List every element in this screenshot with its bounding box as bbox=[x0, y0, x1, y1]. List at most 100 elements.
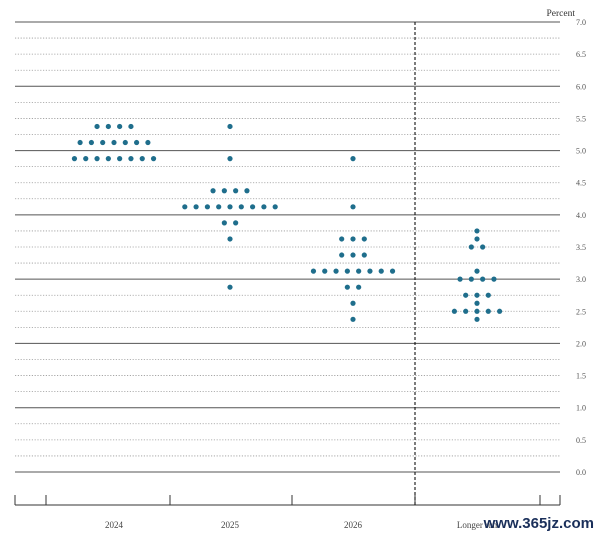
data-dot bbox=[111, 139, 117, 146]
data-dot bbox=[193, 204, 199, 210]
y-tick-label: 3.5 bbox=[576, 243, 586, 252]
data-dot bbox=[350, 316, 356, 322]
y-tick-label: 0.5 bbox=[576, 436, 586, 445]
y-tick-label: 5.0 bbox=[576, 147, 586, 156]
data-dot bbox=[389, 268, 396, 274]
data-dot bbox=[497, 308, 503, 314]
data-dot bbox=[350, 300, 356, 306]
data-dot bbox=[350, 156, 356, 162]
y-tick-label: 5.5 bbox=[576, 114, 586, 123]
data-dot bbox=[457, 276, 463, 282]
data-dot bbox=[139, 156, 145, 162]
data-dot bbox=[485, 308, 491, 314]
y-tick-label: 1.0 bbox=[576, 404, 586, 413]
data-dot bbox=[322, 268, 328, 274]
data-dot bbox=[145, 139, 151, 146]
data-dot bbox=[474, 308, 480, 314]
data-dot bbox=[216, 204, 222, 210]
data-dot bbox=[227, 284, 233, 290]
y-tick-label: 2.5 bbox=[576, 307, 586, 316]
data-dot bbox=[344, 284, 350, 290]
data-dot bbox=[100, 139, 106, 146]
data-dot bbox=[182, 204, 188, 210]
data-dot bbox=[480, 276, 486, 282]
data-dot bbox=[367, 268, 373, 274]
y-tick-label: 2.0 bbox=[576, 339, 586, 348]
data-dot bbox=[356, 284, 362, 290]
data-dot bbox=[468, 276, 474, 282]
x-category-label: 2024 bbox=[105, 520, 124, 530]
data-dot bbox=[250, 204, 256, 210]
data-dot bbox=[378, 268, 384, 274]
data-dot bbox=[105, 156, 111, 162]
data-dot bbox=[339, 252, 345, 258]
y-tick-label: 6.5 bbox=[576, 50, 586, 59]
data-dot bbox=[350, 236, 356, 242]
y-tick-label: 4.5 bbox=[576, 179, 586, 188]
data-dot bbox=[105, 123, 111, 130]
data-dot bbox=[333, 268, 339, 274]
data-dot bbox=[451, 308, 457, 314]
data-dot bbox=[204, 204, 210, 210]
data-dot bbox=[210, 188, 216, 194]
data-dot bbox=[310, 268, 317, 274]
x-category-label: Longer run bbox=[457, 520, 498, 530]
gridlines bbox=[15, 21, 560, 473]
data-dot bbox=[474, 228, 480, 234]
data-dot bbox=[361, 252, 367, 258]
data-dot bbox=[233, 220, 239, 226]
x-category-label: 2025 bbox=[221, 520, 240, 530]
data-dot bbox=[71, 156, 78, 162]
data-dot bbox=[350, 252, 356, 258]
data-dot bbox=[221, 188, 227, 194]
data-dot bbox=[83, 156, 89, 162]
data-dot bbox=[339, 236, 345, 242]
y-tick-label: 0.0 bbox=[576, 468, 586, 477]
data-dot bbox=[244, 188, 250, 194]
dots bbox=[71, 123, 503, 322]
y-tick-label: 6.0 bbox=[576, 82, 586, 91]
data-dot bbox=[94, 123, 100, 130]
unit-label: Percent bbox=[547, 9, 576, 19]
data-dot bbox=[238, 204, 244, 210]
y-tick-label: 1.5 bbox=[576, 372, 586, 381]
data-dot bbox=[463, 292, 469, 298]
axes: 0.0 0.5 1.0 1.5 2.0 2.5 3.0 3.5 4.0 4.5 5.0 5.5 6.0 6… bbox=[14, 18, 586, 530]
y-tick-label: 3.0 bbox=[576, 275, 586, 284]
data-dot bbox=[128, 156, 134, 162]
watermark-text: www.365jz.com bbox=[483, 515, 594, 532]
data-dot bbox=[227, 123, 233, 130]
data-dot bbox=[261, 204, 267, 210]
data-dot bbox=[361, 236, 367, 242]
data-dot bbox=[468, 244, 474, 250]
data-dot bbox=[117, 156, 123, 162]
data-dot bbox=[122, 139, 128, 146]
data-dot bbox=[88, 139, 94, 146]
y-tick-label: 4.0 bbox=[576, 211, 586, 220]
data-dot bbox=[221, 220, 227, 226]
data-dot bbox=[344, 268, 350, 274]
data-dot bbox=[227, 236, 233, 242]
data-dot bbox=[474, 300, 480, 306]
data-dot bbox=[474, 236, 480, 242]
data-dot bbox=[474, 316, 480, 322]
data-dot bbox=[128, 123, 134, 130]
data-dot bbox=[272, 204, 278, 210]
data-dot bbox=[77, 139, 83, 146]
x-category-label: 2026 bbox=[344, 520, 363, 530]
data-dot bbox=[134, 139, 140, 146]
y-tick-label: 7.0 bbox=[576, 18, 586, 27]
data-dot bbox=[480, 244, 486, 250]
data-dot bbox=[233, 188, 239, 194]
data-dot bbox=[356, 268, 362, 274]
data-dot bbox=[463, 308, 469, 314]
data-dot bbox=[474, 292, 480, 298]
data-dot bbox=[150, 156, 157, 162]
data-dot bbox=[350, 204, 356, 210]
data-dot bbox=[485, 292, 491, 298]
data-dot bbox=[227, 156, 233, 162]
data-dot bbox=[474, 268, 480, 274]
data-dot bbox=[94, 156, 100, 162]
data-dot bbox=[117, 123, 123, 130]
